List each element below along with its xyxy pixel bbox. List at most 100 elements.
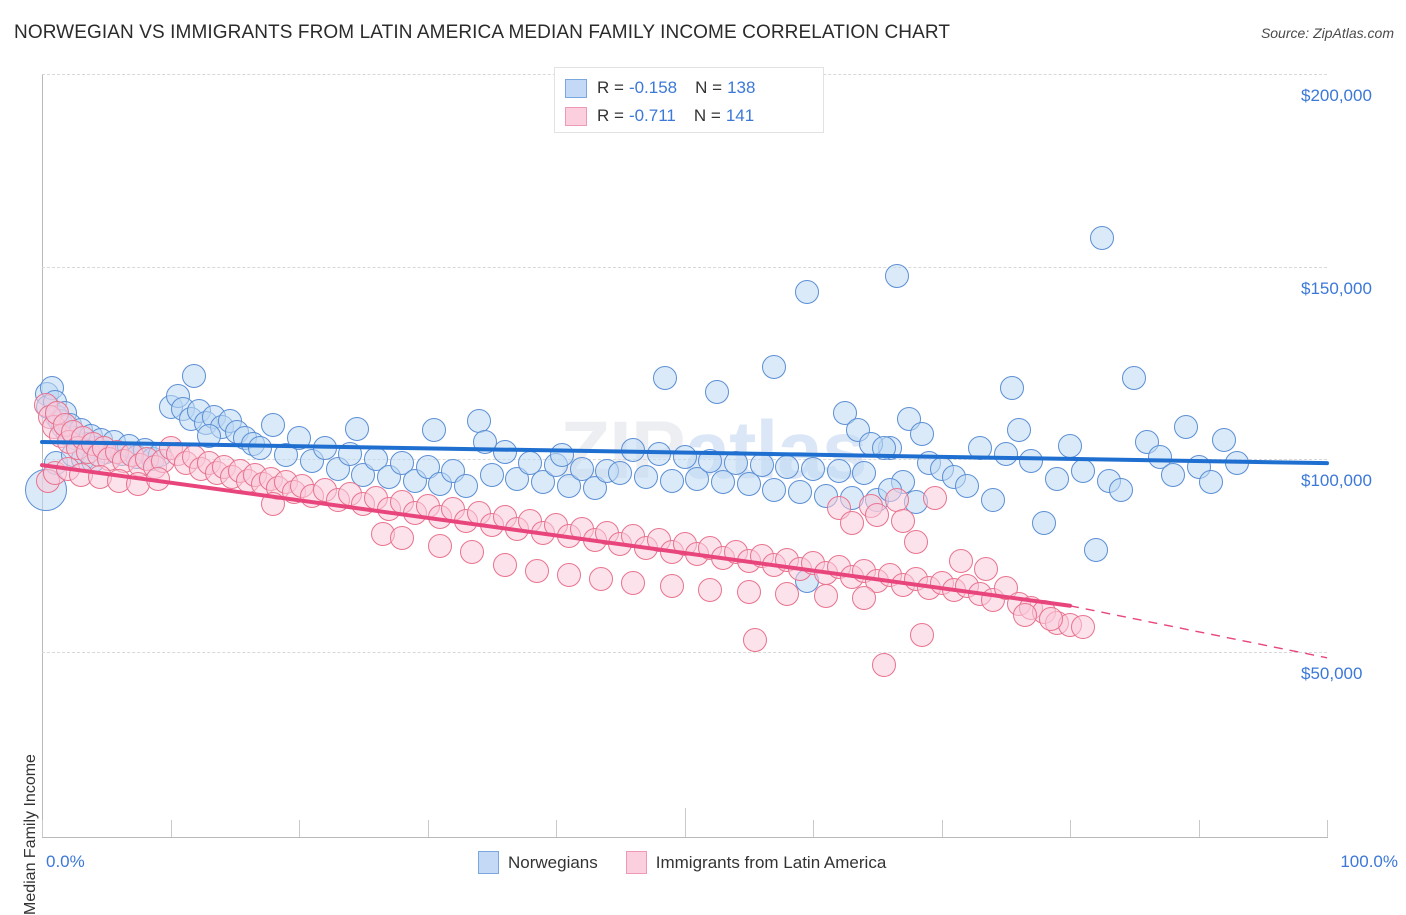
scatter-point: [672, 445, 697, 470]
scatter-point: [1225, 451, 1250, 476]
x-axis-tick: [942, 820, 943, 837]
scatter-point: [197, 424, 222, 449]
scatter-point: [884, 264, 909, 289]
scatter-point: [261, 491, 286, 516]
scatter-point: [903, 530, 928, 555]
scatter-point: [948, 549, 973, 574]
scatter-point: [743, 628, 768, 653]
chart-legend: Norwegians Immigrants from Latin America: [478, 851, 914, 874]
scatter-point: [421, 418, 446, 443]
scatter-point: [653, 366, 678, 391]
scatter-point: [775, 455, 800, 480]
stats-swatch-immigrants: [565, 106, 587, 126]
scatter-point: [145, 466, 170, 491]
scatter-point: [704, 379, 729, 404]
gridline: [42, 266, 1327, 268]
scatter-point: [1199, 470, 1224, 495]
scatter-point: [1013, 603, 1038, 628]
scatter-point: [1000, 376, 1025, 401]
scatter-point: [762, 478, 787, 503]
legend-swatch: [478, 851, 499, 874]
scatter-point: [723, 451, 748, 476]
scatter-point: [871, 653, 896, 678]
scatter-point: [1032, 510, 1057, 535]
scatter-point: [910, 422, 935, 447]
x-axis-min-label: 0.0%: [46, 852, 85, 871]
scatter-point: [646, 441, 671, 466]
scatter-point: [871, 435, 896, 460]
scatter-point: [492, 553, 517, 578]
x-axis-tick: [1199, 820, 1200, 837]
x-axis-tick: [171, 820, 172, 837]
gridline: [42, 652, 1327, 653]
x-axis-tick: [685, 808, 686, 837]
page-title: NORWEGIAN VS IMMIGRANTS FROM LATIN AMERI…: [14, 22, 951, 43]
stats-swatch-norwegians: [565, 78, 587, 98]
stats-r-label-pink: R =: [597, 106, 624, 125]
stats-row-immigrants: R = -0.711 N = 141: [565, 102, 813, 130]
legend-item-norwegians[interactable]: Norwegians: [478, 851, 598, 874]
stats-r-label-blue: R =: [597, 78, 624, 97]
scatter-point: [839, 510, 864, 535]
scatter-point: [479, 462, 504, 487]
legend-swatch: [625, 851, 647, 874]
scatter-point: [1006, 418, 1031, 443]
stats-n-label-pink: N =: [693, 106, 721, 125]
x-axis-tick: [42, 820, 43, 837]
y-tick-label: $100,000: [1301, 471, 1372, 491]
scatter-point: [1058, 433, 1082, 458]
legend-label: Norwegians: [508, 852, 598, 872]
scatter-point: [287, 426, 311, 451]
scatter-point: [248, 435, 273, 460]
x-axis-tick: [299, 820, 300, 837]
scatter-point: [736, 580, 761, 605]
scatter-point: [1045, 466, 1070, 491]
legend-item-immigrants[interactable]: Immigrants from Latin America: [625, 851, 886, 874]
stats-r-value-pink: -0.711: [628, 106, 676, 125]
scatter-point: [826, 458, 851, 483]
scatter-point: [261, 412, 286, 437]
scatter-point: [1083, 537, 1108, 562]
scatter-point: [794, 279, 819, 304]
x-axis-tick: [556, 820, 557, 837]
scatter-point: [865, 503, 890, 528]
scatter-point: [890, 508, 915, 533]
scatter-point: [428, 534, 453, 559]
scatter-point: [801, 456, 825, 481]
x-axis-tick: [813, 820, 814, 837]
y-tick-label: $200,000: [1301, 86, 1372, 105]
scatter-point: [852, 460, 877, 485]
scatter-point: [659, 468, 684, 493]
y-axis-title: Median Family Income: [22, 754, 39, 915]
scatter-point: [980, 487, 1005, 512]
scatter-point: [852, 586, 877, 611]
scatter-point: [910, 622, 935, 647]
scatter-point: [749, 453, 774, 478]
scatter-point: [454, 474, 479, 499]
scatter-point: [389, 526, 414, 551]
scatter-point: [621, 570, 646, 595]
scatter-point: [1070, 614, 1095, 639]
x-axis-tick: [1327, 820, 1328, 837]
scatter-point: [897, 406, 922, 431]
scatter-point: [181, 364, 206, 389]
y-tick-label: $150,000: [1301, 278, 1372, 298]
scatter-point: [1090, 225, 1115, 250]
scatter-point: [968, 435, 993, 460]
scatter-point: [762, 354, 787, 379]
scatter-point: [460, 539, 485, 564]
scatter-point: [813, 584, 838, 609]
scatter-point: [633, 464, 658, 489]
scatter-point: [1173, 414, 1198, 439]
stats-n-value-pink: 141: [725, 106, 755, 125]
scatter-point: [621, 437, 646, 462]
scatter-point: [1109, 478, 1134, 503]
scatter-point: [1122, 366, 1147, 391]
scatter-point: [974, 557, 999, 582]
x-axis-tick: [428, 820, 429, 837]
trendline-immigrants-extension: [1069, 605, 1328, 659]
scatter-point: [1070, 458, 1095, 483]
scatter-point: [524, 559, 549, 584]
scatter-point: [588, 566, 613, 591]
scatter-point: [608, 460, 633, 485]
